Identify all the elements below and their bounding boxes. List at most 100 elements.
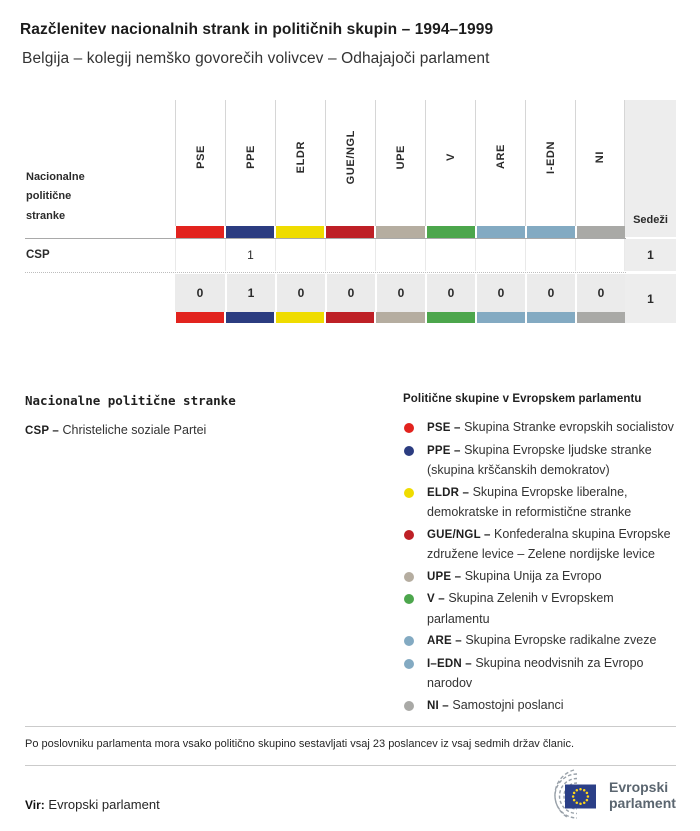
party-row-label: CSP <box>26 249 50 261</box>
totals-cell: 0 <box>425 274 475 312</box>
legend-item: V – Skupina Zelenih v Evropskem parlamen… <box>403 589 678 629</box>
group-color-dot <box>404 571 414 582</box>
legend-item-text: NI – Samostojni poslanci <box>427 697 564 712</box>
group-color-segment <box>476 312 525 323</box>
group-abbr-label: V <box>444 153 457 161</box>
table-cell <box>425 239 475 271</box>
group-color-segment <box>376 226 425 238</box>
group-color-segment <box>176 312 225 323</box>
political-groups-legend: Politične skupine v Evropskem parlamentu… <box>403 393 678 718</box>
totals-cell: 0 <box>275 274 325 312</box>
group-column-header: PPE <box>225 100 275 226</box>
group-color-dot <box>404 636 414 646</box>
group-color-dot <box>404 658 414 669</box>
group-abbr-label: PPE <box>244 145 257 169</box>
table-cell <box>375 239 425 271</box>
group-abbr-label: PSE <box>194 145 207 169</box>
group-color-dot <box>404 700 414 711</box>
group-color-dot <box>404 445 414 456</box>
group-abbr: PSE – <box>427 422 461 434</box>
party-row-cells: 1 <box>175 239 626 271</box>
totals-cell: 0 <box>375 274 425 312</box>
group-column-header: NI <box>575 100 625 226</box>
row-divider-dotted <box>25 272 626 273</box>
totals-seats-cell: 1 <box>625 274 676 323</box>
group-column-header: ELDR <box>275 100 325 226</box>
legend-item-text: V – Skupina Zelenih v Evropskem parlamen… <box>427 591 614 626</box>
legend-item-text: PPE – Skupina Evropske ljudske stranke (… <box>427 442 652 478</box>
group-color-dot <box>404 529 414 540</box>
group-abbr: ELDR – <box>427 486 470 499</box>
group-abbr-label: UPE <box>394 144 407 170</box>
party-name: Christeliche soziale Partei <box>62 423 207 437</box>
table-cell <box>475 239 525 271</box>
source-value: Evropski parlament <box>48 797 160 812</box>
group-color-segment <box>476 226 525 238</box>
group-abbr-label: NI <box>594 150 606 164</box>
divider-line <box>25 765 676 766</box>
group-color-segment <box>226 226 275 238</box>
group-abbr: NI – <box>427 699 449 712</box>
national-parties-legend-heading: Nacionalne politične stranke <box>25 393 236 408</box>
group-abbr-label: GUE/NGL <box>344 129 357 185</box>
totals-cell: 0 <box>575 274 625 312</box>
group-color-dot <box>404 423 414 433</box>
legend-item: CSP – Christeliche soziale Partei <box>25 423 370 437</box>
table-cell <box>275 239 325 271</box>
legend-item: ARE – Skupina Evropske radikalne zveze <box>403 631 678 652</box>
party-seats-cell: 1 <box>625 239 676 271</box>
group-abbr: UPE – <box>427 570 462 583</box>
group-color-segment <box>526 226 575 238</box>
group-abbr: I–EDN – <box>427 657 472 670</box>
legend-item: ELDR – Skupina Evropske liberalne, demok… <box>403 483 678 523</box>
european-parliament-logo: Evropski parlament <box>527 766 676 824</box>
political-groups-legend-heading: Politične skupine v Evropskem parlamentu <box>403 393 642 405</box>
totals-cell: 1 <box>225 274 275 312</box>
hemicycle-eu-flag-icon <box>554 769 596 819</box>
group-abbr-label: I-EDN <box>544 140 557 174</box>
group-color-band-bottom <box>175 312 626 323</box>
table-cell: 1 <box>225 239 275 271</box>
table-cell <box>525 239 575 271</box>
legend-item-text: GUE/NGL – Konfederalna skupina Evropske … <box>427 526 671 562</box>
legend-item-text: PSE – Skupina Stranke evropskih socialis… <box>427 420 674 434</box>
legend-item: PPE – Skupina Evropske ljudske stranke (… <box>403 441 678 481</box>
legend-item-text: UPE – Skupina Unija za Evropo <box>427 568 602 583</box>
logo-text-line2: parlament <box>609 795 676 811</box>
political-groups-legend-list: PSE – Skupina Stranke evropskih socialis… <box>403 418 678 716</box>
footnote: Po poslovniku parlamenta mora vsako poli… <box>25 738 575 750</box>
group-abbr-label: ARE <box>494 144 507 170</box>
group-column-header: UPE <box>375 100 425 226</box>
group-color-segment <box>576 226 625 238</box>
totals-cell: 0 <box>525 274 575 312</box>
legend-item: GUE/NGL – Konfederalna skupina Evropske … <box>403 525 678 565</box>
logo-text-line1: Evropski <box>609 779 669 795</box>
row-header-label: Nacionalne politične stranke <box>26 170 85 222</box>
seats-column-header: Sedeži <box>625 100 676 237</box>
legend-item: PSE – Skupina Stranke evropskih socialis… <box>403 418 678 439</box>
group-abbr: GUE/NGL – <box>427 528 491 541</box>
group-color-segment <box>326 312 375 323</box>
group-color-band-top <box>175 226 626 238</box>
group-color-segment <box>276 312 325 323</box>
totals-cell: 0 <box>475 274 525 312</box>
group-color-segment <box>426 226 475 238</box>
group-color-segment <box>176 226 225 238</box>
group-color-dot <box>404 487 414 498</box>
logo-wordmark: Evropski parlament <box>609 779 676 811</box>
group-column-header: PSE <box>175 100 225 226</box>
source-label: Vir: <box>25 798 45 812</box>
group-column-header: ARE <box>475 100 525 226</box>
group-color-segment <box>376 312 425 323</box>
group-column-header: GUE/NGL <box>325 100 375 226</box>
group-color-segment <box>326 226 375 238</box>
group-color-segment <box>226 312 275 323</box>
divider-line <box>25 726 676 727</box>
breakdown-table: Nacionalne politične stranke PSE PPE ELDR G… <box>25 100 676 323</box>
group-color-segment <box>276 226 325 238</box>
group-abbr: V – <box>427 593 445 605</box>
legend-item-text: ELDR – Skupina Evropske liberalne, demok… <box>427 484 632 520</box>
group-color-segment <box>426 312 475 323</box>
